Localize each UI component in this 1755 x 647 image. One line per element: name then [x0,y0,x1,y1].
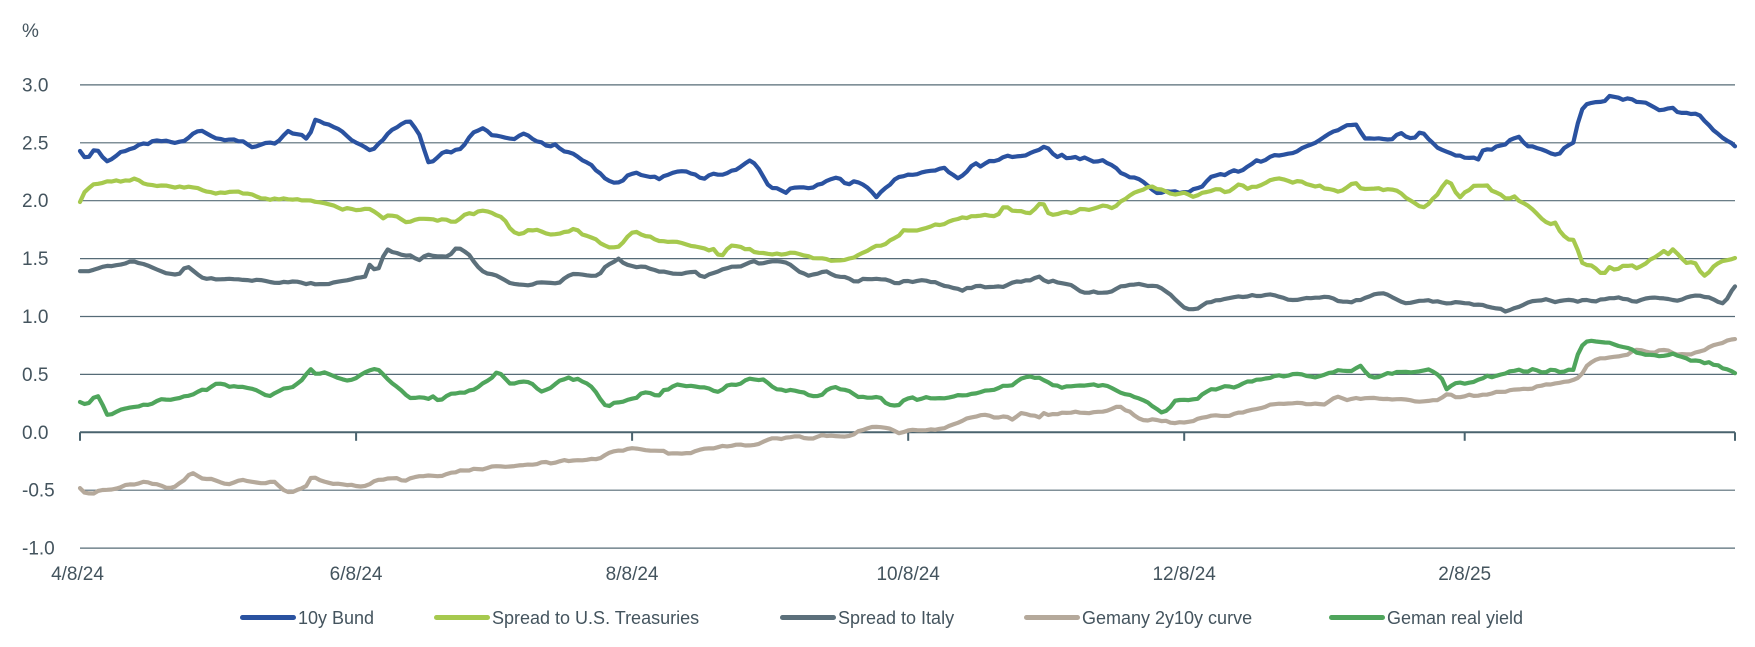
svg-text:Spread to U.S. Treasuries: Spread to U.S. Treasuries [492,608,699,628]
svg-text:10y Bund: 10y Bund [298,608,374,628]
svg-text:1.0: 1.0 [22,307,48,328]
svg-text:Spread to Italy: Spread to Italy [838,608,954,628]
svg-text:12/8/24: 12/8/24 [1152,564,1216,585]
svg-text:0.5: 0.5 [22,365,48,386]
svg-text:8/8/24: 8/8/24 [606,564,659,585]
svg-text:-0.5: -0.5 [22,481,55,502]
svg-text:2.5: 2.5 [22,133,48,154]
svg-text:2.0: 2.0 [22,191,48,212]
svg-text:10/8/24: 10/8/24 [876,564,940,585]
svg-text:Geman real yield: Geman real yield [1387,608,1523,628]
svg-text:3.0: 3.0 [22,75,48,96]
svg-text:Gemany 2y10y curve: Gemany 2y10y curve [1082,608,1252,628]
svg-text:%: % [22,21,39,42]
svg-text:4/8/24: 4/8/24 [51,564,104,585]
svg-text:6/8/24: 6/8/24 [330,564,383,585]
svg-text:2/8/25: 2/8/25 [1438,564,1491,585]
svg-text:1.5: 1.5 [22,249,48,270]
svg-text:-1.0: -1.0 [22,539,55,560]
svg-text:0.0: 0.0 [22,423,48,444]
